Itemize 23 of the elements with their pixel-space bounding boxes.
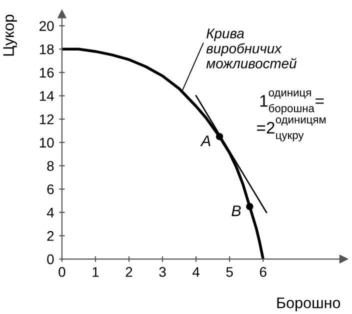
x-tick-label: 6 <box>260 267 266 277</box>
y-tick-label: 0 <box>47 254 54 264</box>
y-tick-label: 16 <box>40 68 54 78</box>
x-tick-label: 5 <box>226 267 233 277</box>
y-tick-label: 20 <box>40 21 54 31</box>
y-tick-label: 18 <box>40 44 54 54</box>
annotation: A <box>200 136 210 146</box>
y-tick-label: 4 <box>46 208 54 218</box>
x-tick-label: 2 <box>126 267 132 277</box>
y-tick-label: 8 <box>47 161 54 171</box>
x-tick-label: 4 <box>192 267 200 277</box>
x-tick-label: 3 <box>159 267 166 277</box>
y-tick-label: 6 <box>47 184 54 194</box>
annotation: B <box>232 206 241 216</box>
x-tick-label: 1 <box>92 267 99 277</box>
y-tick-label: 14 <box>40 91 54 101</box>
y-axis-title: Цукор <box>3 14 17 56</box>
x-axis-title: Борошно <box>277 298 340 312</box>
y-tick-label: 10 <box>40 138 54 148</box>
y-tick-label: 2 <box>47 231 54 241</box>
y-tick-label: 12 <box>40 114 54 124</box>
x-tick-label: 0 <box>58 267 66 277</box>
annotation: Крива виробничих можливостей <box>206 28 296 68</box>
